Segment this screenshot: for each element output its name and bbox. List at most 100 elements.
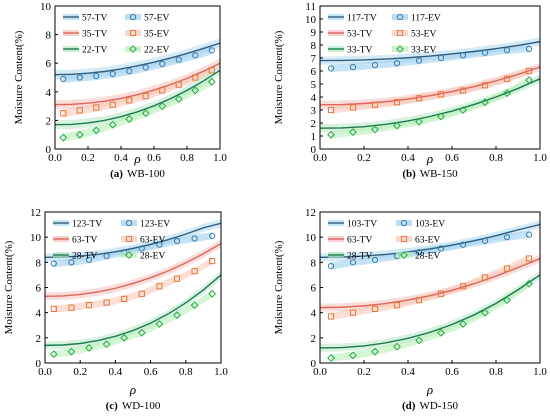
- data-point-22-EV: [158, 102, 167, 111]
- x-tick-label: 0.6: [445, 366, 459, 378]
- y-tick-label: 0: [46, 144, 52, 156]
- data-point-117-EV: [525, 45, 533, 53]
- y-tick-label: 0: [311, 358, 317, 370]
- legend-label-28-TV: 28-TV: [72, 252, 97, 262]
- data-point-35-EV: [208, 67, 215, 74]
- panel-caption: (c) WD-100: [106, 400, 161, 412]
- chart-panel-3: 0.0 0.2 0.4 0.6 0.8 1.0 0 2 4 6 8 10 12 ρ Moisture Con…: [3, 207, 228, 412]
- legend: 57-TV 57-EV 35-TV 35-EV 22-TV 22-EV: [63, 14, 169, 56]
- data-point-28-EV: [190, 301, 199, 310]
- data-point-103-EV: [503, 234, 511, 241]
- data-point-28-EV: [415, 336, 423, 345]
- data-point-117-EV: [503, 47, 511, 54]
- data-point-53-EV: [327, 106, 335, 114]
- data-point-35-EV: [192, 74, 199, 81]
- data-point-63-EV: [103, 299, 110, 306]
- band-63-EV: [53, 257, 213, 313]
- data-point-63-EV: [173, 275, 181, 282]
- data-point-28-EV: [67, 347, 76, 356]
- data-point-22-EV: [141, 109, 150, 118]
- data-point-63-EV: [85, 302, 93, 309]
- data-point-28-EV: [327, 354, 335, 362]
- legend-swatch-63-EV: [121, 236, 137, 242]
- legend-label-117-EV: 117-EV: [411, 14, 441, 24]
- data-point-123-EV: [173, 237, 181, 245]
- data-point-22-EV: [125, 115, 134, 123]
- data-point-22-EV: [191, 86, 200, 95]
- data-point-53-EV: [525, 67, 533, 75]
- y-tick-label: 6: [36, 283, 42, 295]
- data-point-28-EV: [349, 351, 357, 360]
- data-point-28-EV: [437, 328, 445, 337]
- data-point-53-EV: [393, 99, 401, 106]
- y-tick-label: 4: [311, 92, 317, 104]
- plot-area: [320, 37, 540, 139]
- plot-area: [55, 38, 220, 142]
- legend: 103-TV 103-EV 63-TV 63-EV 28-TV 28-EV: [328, 220, 445, 262]
- caption-letter: (b): [402, 168, 416, 180]
- data-point-103-EV: [415, 249, 423, 256]
- data-point-33-EV: [327, 130, 335, 139]
- data-point-63-EV: [349, 309, 357, 316]
- x-axis-label: ρ: [426, 151, 433, 166]
- data-point-35-EV: [142, 92, 149, 100]
- x-tick-label: 0.0: [48, 152, 62, 164]
- data-point-22-EV: [92, 126, 101, 135]
- y-tick-label: 10: [30, 232, 42, 244]
- y-tick-label: 6: [46, 58, 52, 70]
- data-point-63-EV: [481, 274, 489, 281]
- data-point-35-EV: [60, 110, 67, 117]
- legend-label-63-TV: 63-TV: [347, 236, 372, 246]
- data-point-103-EV: [437, 245, 445, 252]
- x-tick-label: 0.8: [179, 366, 193, 378]
- y-tick-label: 10: [305, 14, 317, 26]
- data-point-28-EV: [137, 328, 146, 337]
- legend-marker-63-EV: [125, 235, 133, 243]
- y-tick-label: 8: [311, 40, 317, 52]
- legend-marker-103-EV: [400, 219, 408, 227]
- data-point-33-EV: [437, 112, 445, 121]
- data-point-123-EV: [138, 245, 145, 252]
- data-point-57-EV: [60, 75, 67, 83]
- x-tick-label: 0.8: [180, 152, 194, 164]
- legend-marker-28-EV: [125, 251, 133, 259]
- legend-label-22-EV: 22-EV: [144, 46, 169, 56]
- legend-label-28-TV: 28-TV: [347, 252, 372, 262]
- data-point-63-EV: [437, 290, 445, 297]
- data-point-28-EV: [173, 311, 181, 320]
- y-tick-label: 6: [311, 283, 317, 295]
- data-point-63-EV: [415, 296, 423, 304]
- legend-swatch-123-EV: [121, 220, 137, 226]
- panel-caption: (a) WB-100: [110, 168, 165, 180]
- band-123-EV: [53, 232, 213, 268]
- series-line-57-TV: [55, 42, 220, 76]
- data-point-33-EV: [393, 121, 401, 130]
- data-point-63-EV: [393, 302, 401, 309]
- y-axis-label: Moisture Content(%): [3, 240, 15, 334]
- caption-text: WD-150: [419, 400, 458, 412]
- y-tick-label: 2: [311, 333, 317, 345]
- plot-frame: [54, 5, 221, 150]
- y-tick-label: 8: [36, 257, 42, 269]
- data-point-123-EV: [156, 241, 163, 248]
- x-tick-label: 0.8: [489, 152, 503, 164]
- data-point-28-EV: [371, 347, 379, 356]
- legend-label-22-TV: 22-TV: [82, 46, 107, 56]
- y-tick-label: 1: [311, 131, 317, 143]
- series-line-123-TV: [45, 222, 221, 258]
- panel-caption: (b) WB-150: [402, 168, 458, 180]
- data-point-57-EV: [93, 72, 100, 80]
- data-point-57-EV: [192, 52, 199, 59]
- legend-marker-117-EV: [396, 13, 404, 21]
- band-22-EV: [63, 77, 212, 142]
- series-line-117-TV: [320, 41, 540, 62]
- data-point-63-EV: [209, 257, 216, 265]
- band-57-TV: [55, 38, 220, 80]
- y-tick-label: 6: [311, 66, 317, 78]
- data-point-63-EV: [138, 290, 145, 297]
- y-axis-label: Moisture Content(%): [273, 30, 285, 124]
- band-53-EV: [331, 67, 529, 114]
- data-point-103-EV: [525, 231, 533, 238]
- y-tick-label: 2: [36, 333, 42, 345]
- data-point-35-EV: [126, 97, 133, 104]
